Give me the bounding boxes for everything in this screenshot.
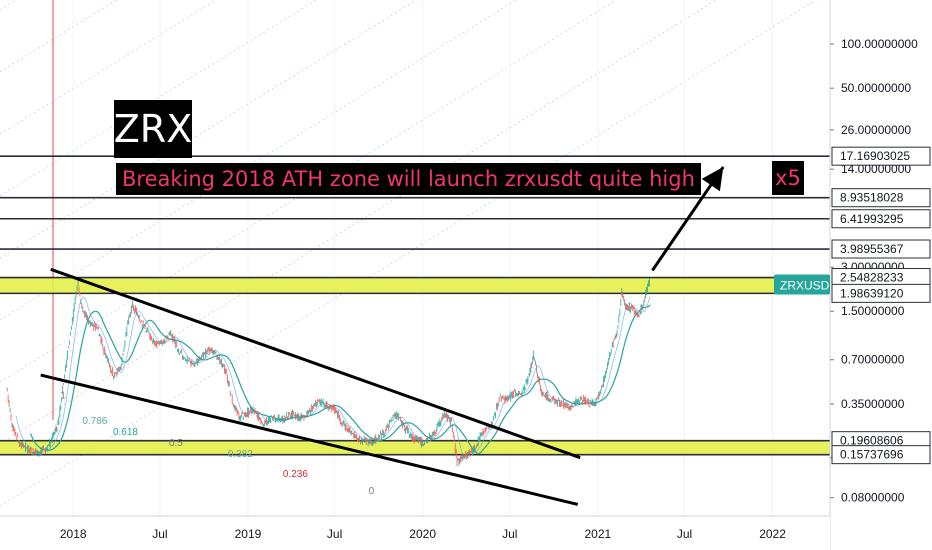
y-tick-label: 0.35000000 bbox=[841, 397, 905, 411]
x-tick-label: 2021 bbox=[584, 527, 611, 541]
y-tick-label: 0.70000000 bbox=[841, 353, 905, 367]
level-price-label: 0.15737696 bbox=[840, 448, 904, 462]
y-tick-label: 26.00000000 bbox=[841, 123, 911, 137]
x-tick-label: 2019 bbox=[235, 527, 262, 541]
trendline[interactable] bbox=[50, 267, 581, 460]
level-price-tag bbox=[831, 283, 931, 303]
fib-label: 0.618 bbox=[113, 427, 138, 438]
level-price-label: 3.98955367 bbox=[840, 242, 904, 256]
x-tick-label: 2020 bbox=[409, 527, 436, 541]
x-tick-label: Jul bbox=[327, 527, 342, 541]
level-price-label: 1.98639120 bbox=[840, 286, 904, 300]
symbol-badge-label: ZRXUSD bbox=[780, 278, 830, 292]
x-tick-label: 2022 bbox=[759, 527, 786, 541]
level-price-label: 2.54828233 bbox=[840, 271, 904, 285]
plot-background bbox=[0, 0, 830, 550]
x-tick-label: Jul bbox=[677, 527, 692, 541]
trendline[interactable] bbox=[40, 373, 579, 506]
annotation-multiplier: x5 bbox=[772, 161, 804, 195]
fib-label: 0 bbox=[369, 486, 375, 497]
y-tick-label: 1.50000000 bbox=[841, 304, 905, 318]
support-zone bbox=[0, 440, 830, 455]
annotation-title: ZRX bbox=[114, 100, 192, 158]
x-tick-label: 2018 bbox=[60, 527, 87, 541]
level-price-tag bbox=[831, 188, 931, 208]
level-price-label: 8.93518028 bbox=[840, 191, 904, 205]
fib-label: 0.786 bbox=[82, 416, 107, 427]
fib-label: 0.236 bbox=[283, 469, 308, 480]
candles bbox=[6, 278, 650, 467]
fib-label: 0.382 bbox=[228, 449, 253, 460]
support-zone bbox=[0, 277, 830, 294]
level-price-label: 17.16903025 bbox=[840, 149, 910, 163]
level-price-tag bbox=[831, 239, 931, 259]
time-axis-background bbox=[0, 516, 830, 550]
annotation-subtitle: Breaking 2018 ATH zone will launch zrxus… bbox=[116, 163, 701, 195]
x-tick-label: Jul bbox=[152, 527, 167, 541]
y-tick-label: 50.00000000 bbox=[841, 81, 911, 95]
x-tick-label: Jul bbox=[502, 527, 517, 541]
arrow-head-icon bbox=[701, 166, 724, 192]
fib-label: 0.5 bbox=[169, 438, 183, 449]
level-price-tag bbox=[831, 209, 931, 229]
y-tick-label: 0.08000000 bbox=[841, 491, 905, 505]
symbol-badge bbox=[774, 274, 830, 295]
level-price-label: 6.41993295 bbox=[840, 212, 904, 226]
level-price-tag bbox=[831, 146, 931, 166]
level-price-label: 0.19608606 bbox=[840, 434, 904, 448]
moving-average-20 bbox=[15, 296, 651, 460]
moving-average-50 bbox=[30, 304, 651, 455]
level-price-tag bbox=[831, 445, 931, 465]
y-tick-label: 100.00000000 bbox=[841, 37, 918, 51]
fib-label: 1 bbox=[60, 391, 66, 402]
